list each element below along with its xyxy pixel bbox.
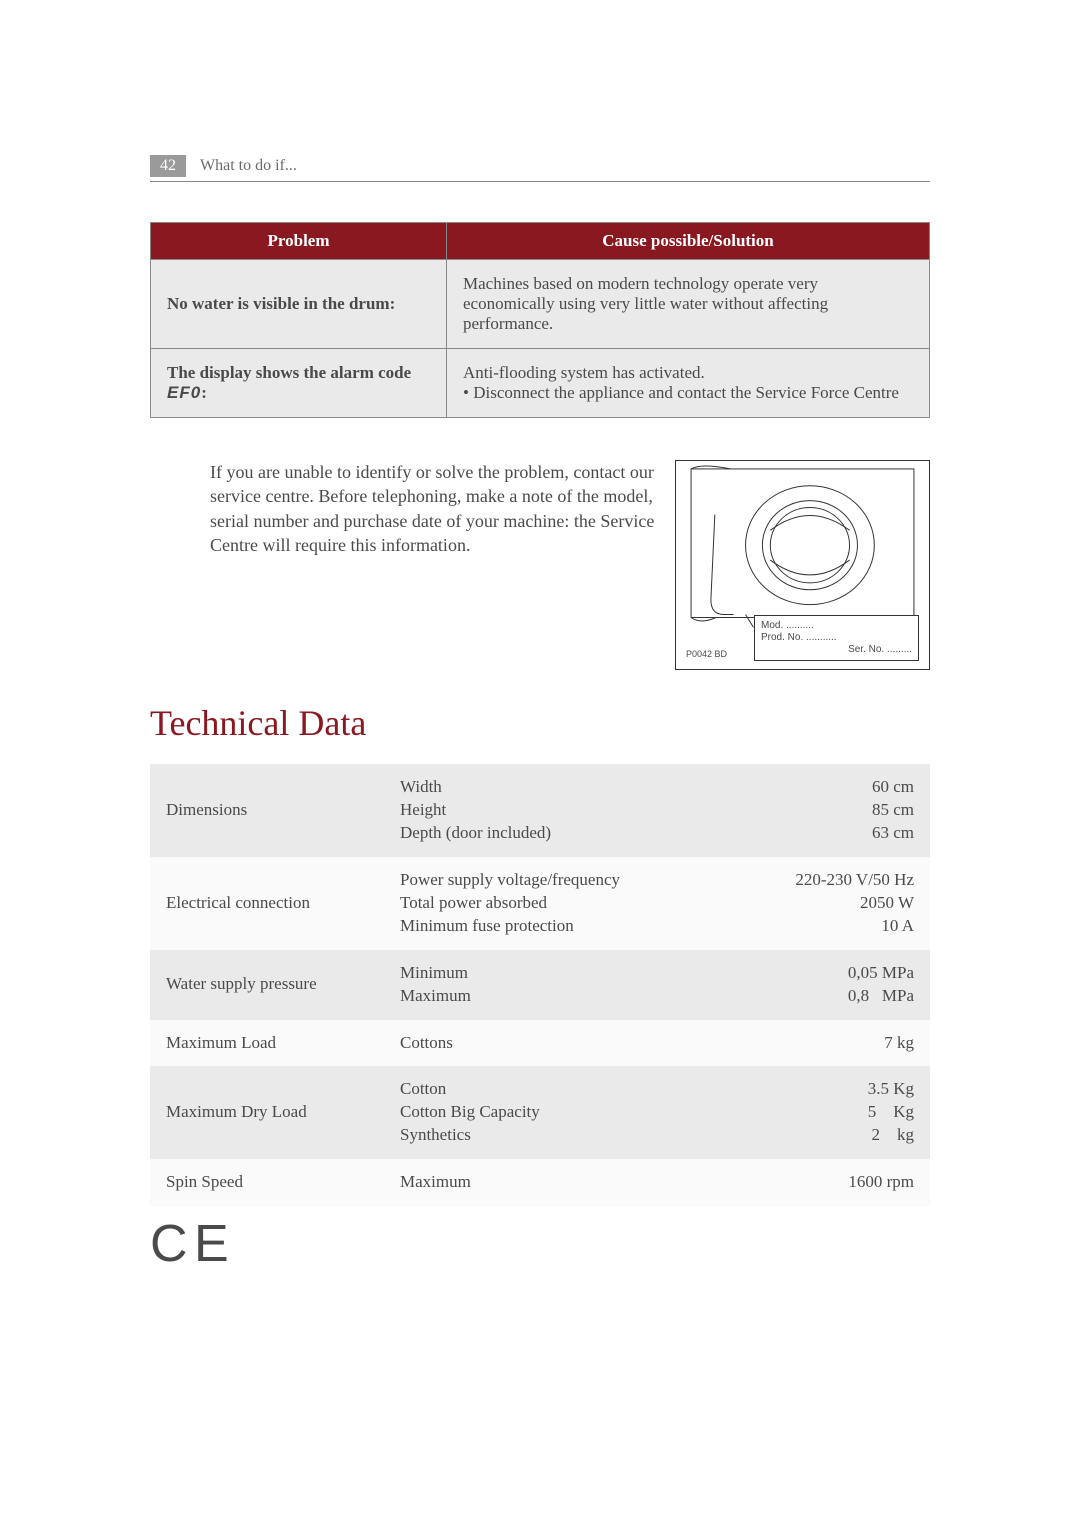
spec-param: Power supply voltage/frequency Total pow… [384, 857, 696, 950]
spec-value: 220-230 V/50 Hz 2050 W 10 A [696, 857, 930, 950]
spec-value: 60 cm 85 cm 63 cm [696, 764, 930, 857]
page-number: 42 [150, 155, 186, 177]
problem-cell: No water is visible in the drum: [151, 260, 447, 349]
spec-param: Maximum [384, 1159, 696, 1206]
problem-cell: The display shows the alarm code EF0: [151, 349, 447, 418]
ce-mark-icon: C E [150, 1214, 930, 1274]
rating-plate: Mod. .......... Prod. No. ........... Se… [754, 615, 919, 661]
spec-param: Minimum Maximum [384, 950, 696, 1020]
contact-text: If you are unable to identify or solve t… [150, 460, 657, 557]
spec-value: 1600 rpm [696, 1159, 930, 1206]
table-row: Water supply pressureMinimum Maximum0,05… [150, 950, 930, 1020]
spec-param: Cotton Cotton Big Capacity Synthetics [384, 1066, 696, 1159]
spec-param: Width Height Depth (door included) [384, 764, 696, 857]
table-row: Electrical connectionPower supply voltag… [150, 857, 930, 950]
table-row: Maximum LoadCottons7 kg [150, 1020, 930, 1067]
ser-label: Ser. No. ......... [761, 644, 912, 656]
alarm-code: EF0 [167, 383, 201, 402]
spec-label: Electrical connection [150, 857, 384, 950]
solution-cell: Machines based on modern technology oper… [447, 260, 930, 349]
breadcrumb: What to do if... [200, 157, 297, 175]
spec-label: Dimensions [150, 764, 384, 857]
col-problem: Problem [151, 223, 447, 260]
contact-row: If you are unable to identify or solve t… [150, 460, 930, 670]
table-row: DimensionsWidth Height Depth (door inclu… [150, 764, 930, 857]
spec-label: Maximum Dry Load [150, 1066, 384, 1159]
spec-label: Spin Speed [150, 1159, 384, 1206]
problem-prefix: The display shows the alarm code [167, 363, 411, 382]
spec-label: Maximum Load [150, 1020, 384, 1067]
page-header: 42 What to do if... [150, 155, 930, 182]
prod-label: Prod. No. ........... [761, 632, 912, 644]
col-solution: Cause possible/Solution [447, 223, 930, 260]
solution-cell: Anti-flooding system has activated. • Di… [447, 349, 930, 418]
table-row: The display shows the alarm code EF0: An… [151, 349, 930, 418]
table-row: Spin SpeedMaximum1600 rpm [150, 1159, 930, 1206]
technical-data-table: DimensionsWidth Height Depth (door inclu… [150, 764, 930, 1206]
diagram-code: P0042 BD [686, 649, 727, 659]
mod-label: Mod. .......... [761, 620, 912, 632]
problem-suffix: : [201, 383, 207, 402]
machine-diagram: Mod. .......... Prod. No. ........... Se… [675, 460, 930, 670]
spec-label: Water supply pressure [150, 950, 384, 1020]
table-row: No water is visible in the drum: Machine… [151, 260, 930, 349]
spec-value: 7 kg [696, 1020, 930, 1067]
spec-value: 0,05 MPa 0,8 MPa [696, 950, 930, 1020]
spec-param: Cottons [384, 1020, 696, 1067]
troubleshoot-table: Problem Cause possible/Solution No water… [150, 222, 930, 418]
spec-value: 3.5 Kg 5 Kg 2 kg [696, 1066, 930, 1159]
table-row: Maximum Dry LoadCotton Cotton Big Capaci… [150, 1066, 930, 1159]
section-title: Technical Data [150, 702, 930, 744]
